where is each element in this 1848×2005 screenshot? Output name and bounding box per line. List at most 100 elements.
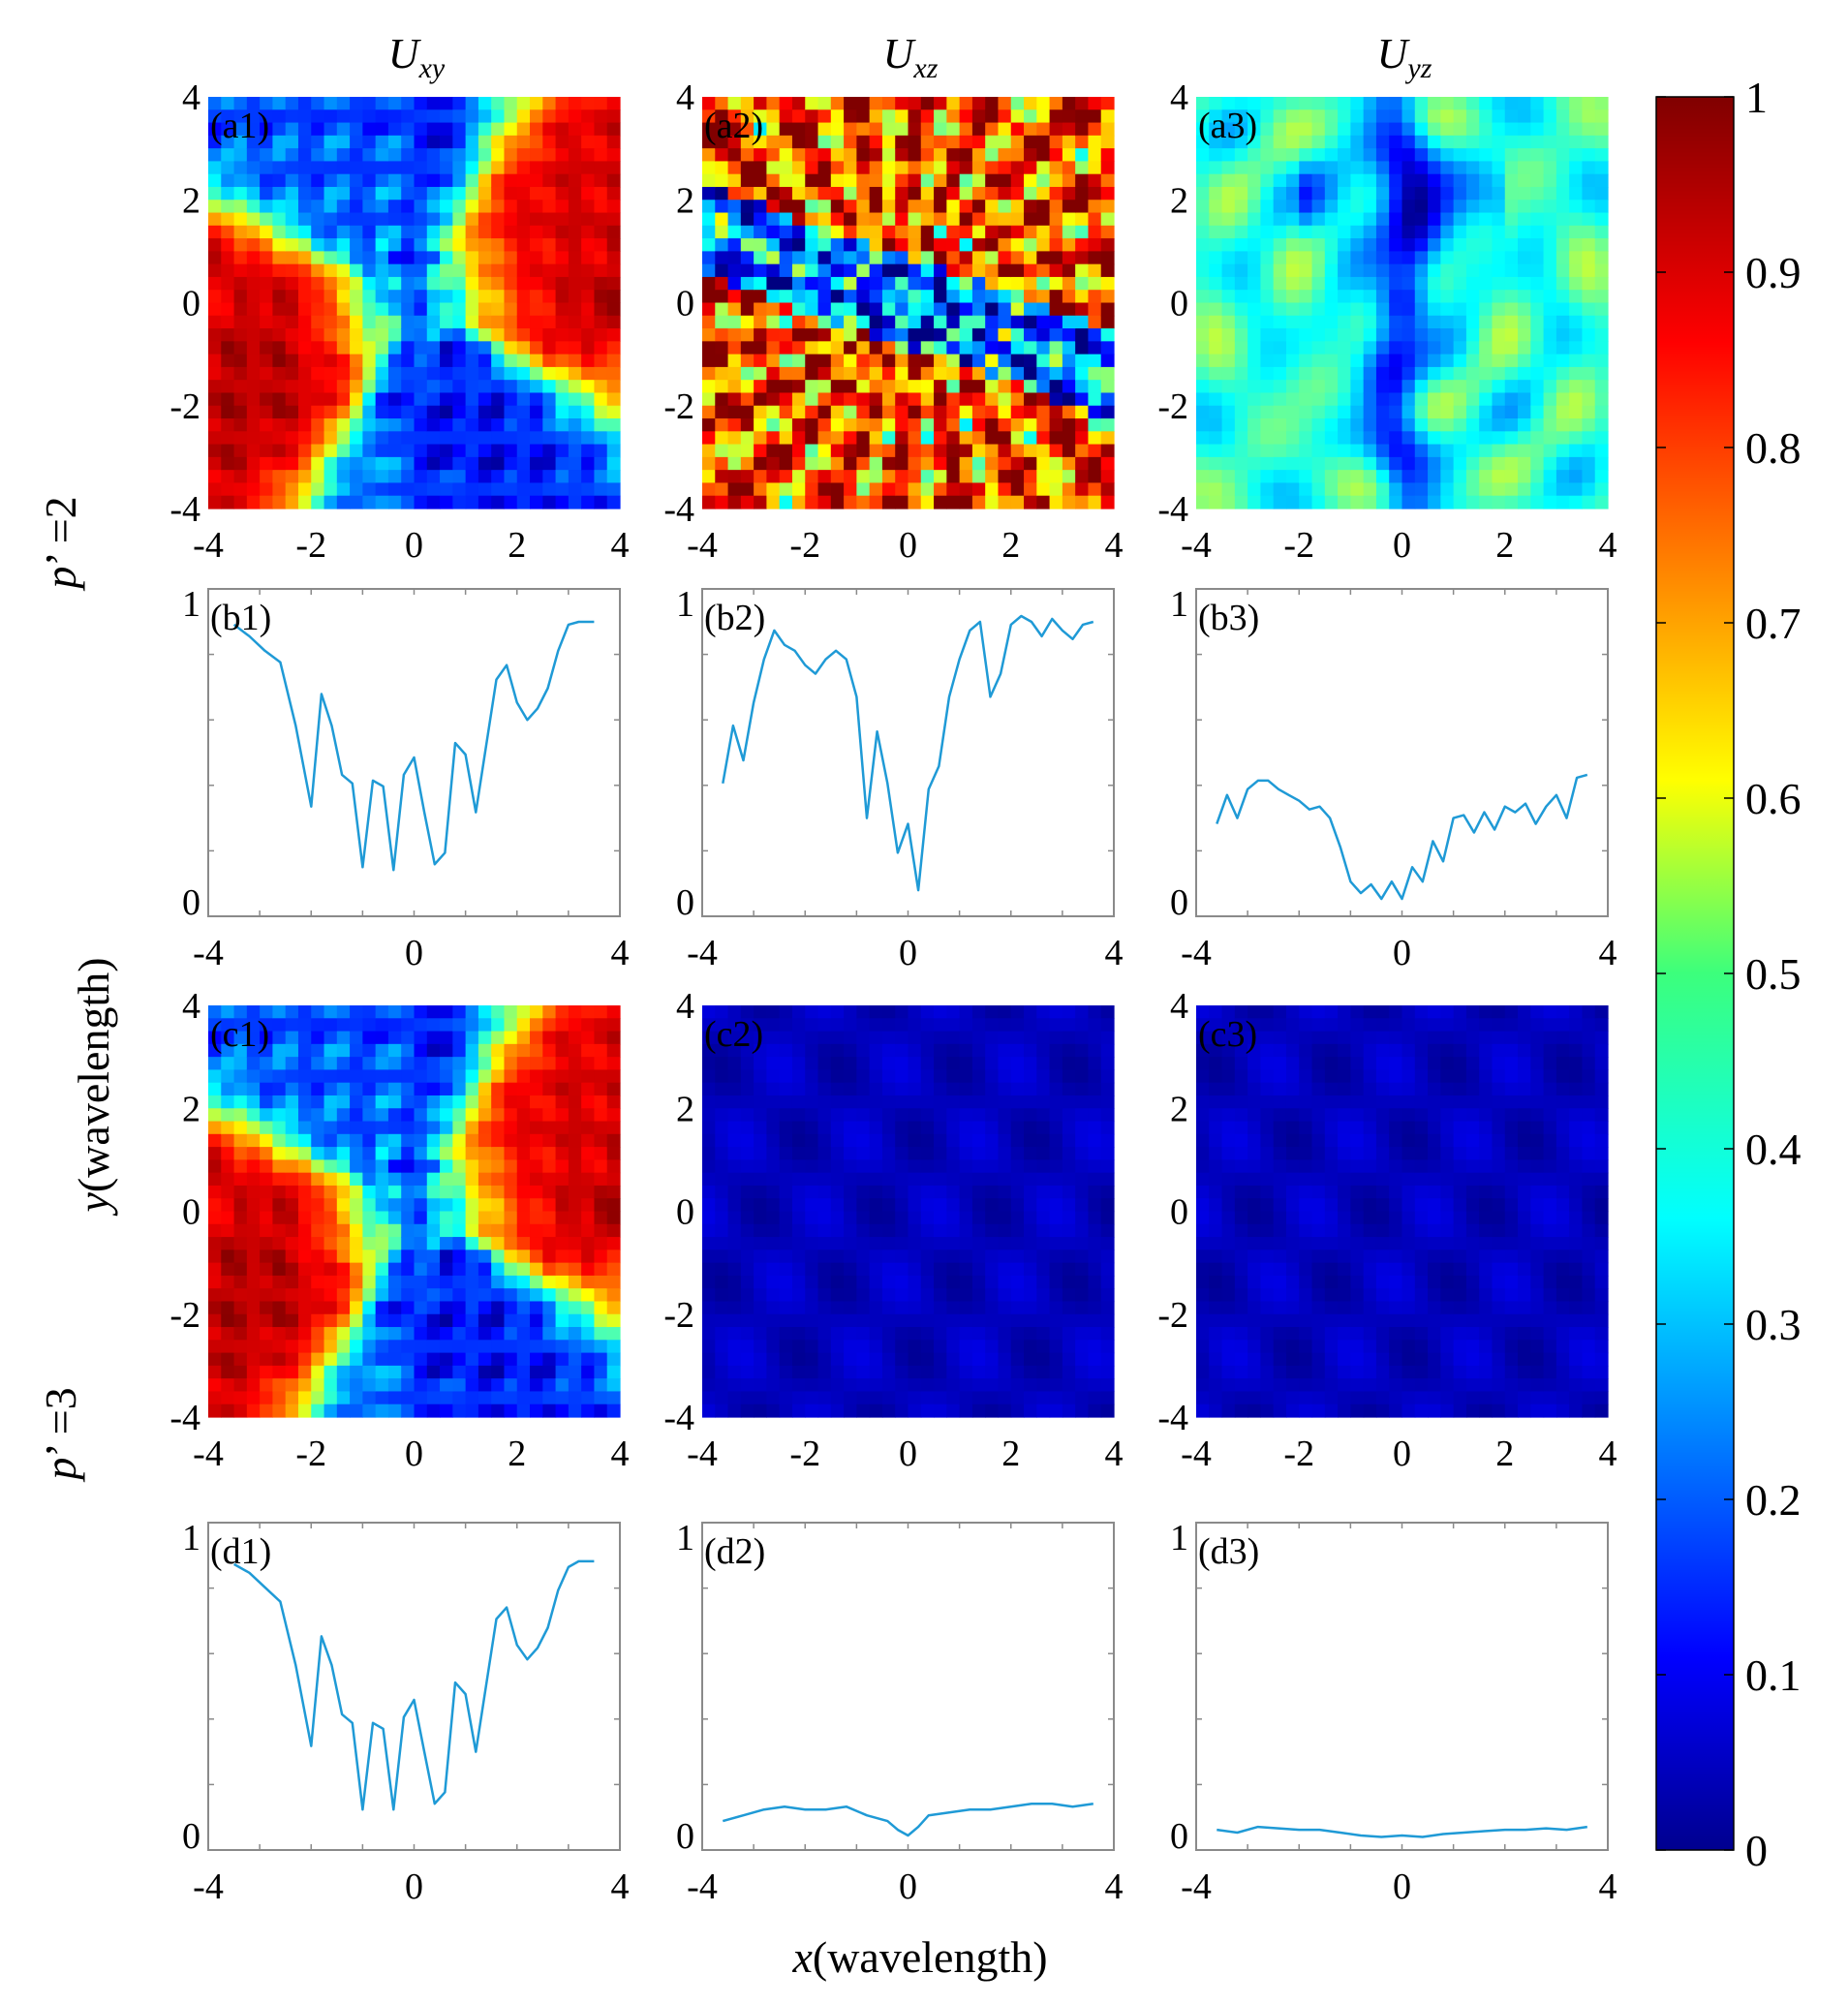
heat-cell xyxy=(1010,251,1025,265)
heat-cell xyxy=(246,1108,261,1123)
heat-cell xyxy=(1479,173,1494,188)
heat-cell xyxy=(1569,135,1584,149)
heat-cell xyxy=(791,1313,806,1328)
heat-cell xyxy=(1247,482,1262,497)
heat-cell xyxy=(555,225,570,239)
heat-cell xyxy=(946,225,961,239)
heat-cell xyxy=(830,1005,845,1019)
heat-cell xyxy=(516,1249,531,1264)
heat-cell xyxy=(805,225,819,239)
y-tick-label: 4 xyxy=(676,77,694,118)
heat-cell xyxy=(516,495,531,509)
heat-cell xyxy=(727,225,742,239)
heat-cell xyxy=(934,251,947,265)
heat-cell xyxy=(1049,148,1063,163)
heat-cell xyxy=(1440,456,1455,471)
heat-cell xyxy=(246,1018,261,1033)
heat-cell xyxy=(516,1198,531,1213)
heat-cell xyxy=(1555,251,1570,265)
heat-cell xyxy=(1414,109,1429,124)
heat-cell xyxy=(1324,418,1339,432)
heat-cell xyxy=(401,251,416,265)
heat-cell xyxy=(1569,290,1584,304)
heat-cell xyxy=(1075,97,1090,110)
heat-cell xyxy=(272,276,287,291)
heat-cell xyxy=(1582,186,1596,200)
heat-cell xyxy=(934,200,947,214)
heat-cell xyxy=(568,380,582,394)
heat-cell xyxy=(985,1005,1000,1019)
heat-cell xyxy=(297,212,312,227)
heat-cell xyxy=(1543,186,1557,200)
heat-cell xyxy=(856,341,871,355)
heat-cell xyxy=(985,1082,1000,1096)
heat-cell xyxy=(1389,238,1403,252)
heat-cell xyxy=(779,495,793,509)
heat-cell xyxy=(272,173,287,188)
heat-cell xyxy=(1338,405,1351,419)
heat-cell xyxy=(568,1288,582,1303)
heat-cell xyxy=(895,1018,909,1033)
heat-cell xyxy=(1209,109,1223,124)
heat-cell xyxy=(1555,418,1570,432)
heat-cell xyxy=(1024,212,1037,227)
heat-cell xyxy=(414,1069,428,1084)
heat-cell xyxy=(387,1378,402,1393)
y-axis-label: y(wavelength) xyxy=(69,957,118,1216)
heat-cell xyxy=(1234,97,1248,110)
heat-cell xyxy=(1075,418,1090,432)
heat-cell xyxy=(1569,186,1584,200)
heat-cell xyxy=(311,1031,325,1045)
heat-cell xyxy=(285,1198,299,1213)
heat-cell xyxy=(1209,97,1223,110)
heat-cell xyxy=(1594,238,1609,252)
heat-cell xyxy=(606,1121,621,1135)
heat-cell xyxy=(1209,431,1223,446)
heat-cell xyxy=(844,109,857,124)
heat-cell xyxy=(594,1378,608,1393)
heat-cell xyxy=(504,186,518,200)
heat-cell xyxy=(542,1198,557,1213)
heat-cell xyxy=(881,1198,896,1213)
heat-cell xyxy=(881,1391,896,1405)
heat-cell xyxy=(530,225,543,239)
heat-cell xyxy=(272,109,287,124)
heat-cell xyxy=(754,1185,768,1199)
heat-cell xyxy=(336,186,351,200)
heat-cell xyxy=(516,251,531,265)
heat-cell xyxy=(869,1404,883,1418)
heat-cell xyxy=(465,315,479,329)
heat-cell xyxy=(985,1108,1000,1123)
heat-cell xyxy=(555,1095,570,1109)
heat-cell xyxy=(727,97,742,110)
heat-cell xyxy=(504,200,518,214)
heat-cell xyxy=(477,1043,492,1058)
heat-cell xyxy=(387,444,402,458)
heat-cell xyxy=(504,1301,518,1315)
heat-cell xyxy=(830,1082,845,1096)
heat-cell xyxy=(1088,212,1102,227)
heat-cell xyxy=(504,1198,518,1213)
heat-cell xyxy=(272,1031,287,1045)
heat-cell xyxy=(844,1340,857,1354)
heat-cell xyxy=(311,1043,325,1058)
heat-cell xyxy=(971,354,986,368)
heat-cell xyxy=(362,135,377,149)
heat-cell xyxy=(260,470,274,484)
heat-cell xyxy=(805,1327,819,1341)
heat-cell xyxy=(1375,315,1390,329)
heat-cell xyxy=(414,470,428,484)
heat-cell xyxy=(1049,392,1063,407)
heat-cell xyxy=(727,1275,742,1289)
heat-cell xyxy=(881,444,896,458)
heat-cell xyxy=(920,1147,935,1160)
heat-cell xyxy=(555,1249,570,1264)
heat-cell xyxy=(555,263,570,278)
heat-cell xyxy=(805,444,819,458)
heat-cell xyxy=(260,290,274,304)
heat-cell xyxy=(881,238,896,252)
y-tick-label: -2 xyxy=(663,386,694,427)
heat-cell xyxy=(844,392,857,407)
heat-cell xyxy=(221,1352,235,1367)
heat-cell xyxy=(594,302,608,317)
